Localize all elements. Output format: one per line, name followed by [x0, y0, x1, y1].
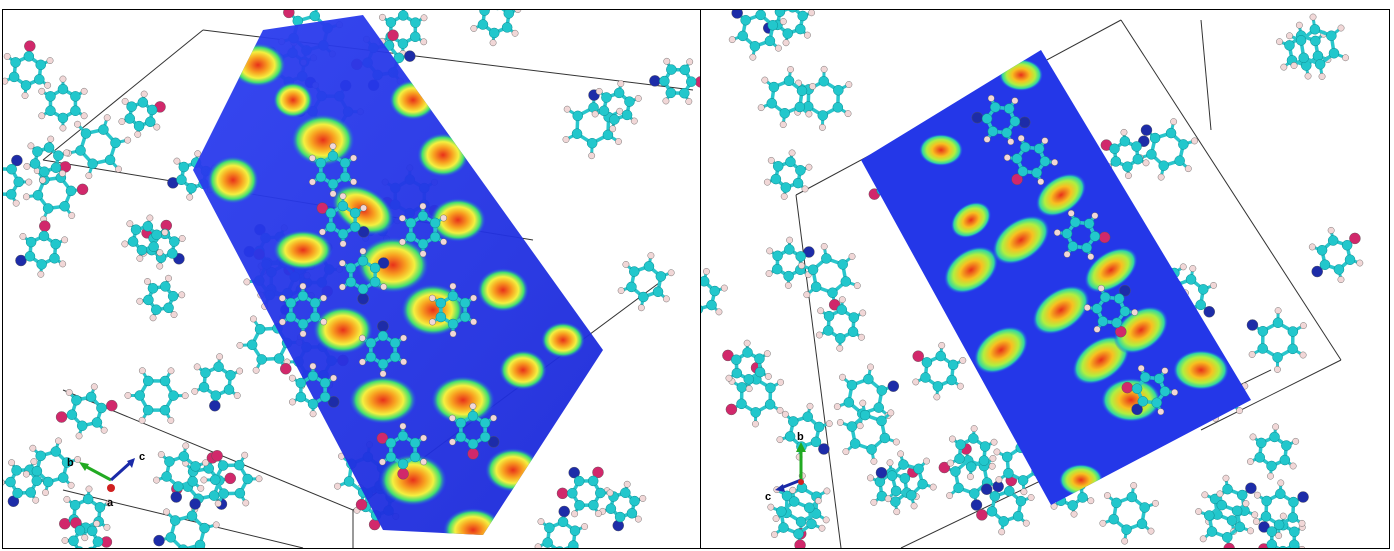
right-foreground-molecule	[971, 94, 1179, 416]
left-density-plane	[193, 15, 603, 535]
right-panel: b c	[701, 10, 1389, 548]
c-axis-arrow	[127, 458, 135, 468]
b-axis-arrow	[79, 462, 89, 471]
right-axis-indicator: b c	[765, 431, 806, 503]
left-panel: b c a	[3, 10, 700, 548]
axis-label-c: c	[139, 451, 145, 463]
b-axis-arrow	[796, 442, 806, 452]
c-axis-arrow	[775, 484, 785, 492]
a-axis-dot	[107, 484, 115, 492]
axis-label-c: c	[765, 491, 771, 503]
left-axis-indicator: b c a	[67, 451, 145, 509]
axis-label-b: b	[67, 457, 74, 469]
left-crystal-render: b c a	[3, 10, 700, 548]
a-axis-dot	[798, 479, 804, 485]
right-crystal-render: b c	[701, 10, 1364, 548]
axis-label-b: b	[797, 431, 804, 443]
left-foreground-molecule	[278, 142, 500, 480]
axis-label-a: a	[107, 497, 114, 509]
